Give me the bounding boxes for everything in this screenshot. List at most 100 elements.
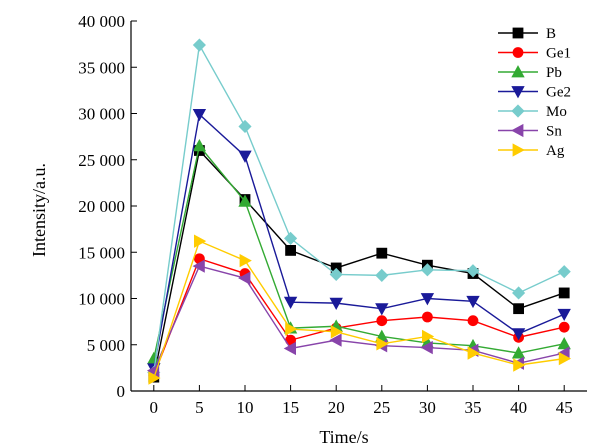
series-line (153, 144, 565, 359)
legend-label: Ge2 (546, 85, 571, 101)
y-tick-label: 20 000 (78, 197, 125, 216)
legend-label: B (546, 26, 556, 42)
legend-marker (511, 86, 525, 99)
data-point (557, 308, 571, 322)
data-point (192, 38, 206, 52)
y-tick-label: 0 (117, 382, 126, 401)
legend: B Ge1 Pb Ge2 Mo Sn Ag (498, 26, 571, 159)
x-tick-label: 20 (328, 398, 345, 417)
data-point (376, 315, 388, 327)
data-point (192, 139, 207, 152)
data-point (513, 358, 526, 372)
ticks: 0 5 000 10 000 15 000 20 000 25 000 30 000 35 0… (78, 12, 572, 417)
data-point (421, 311, 433, 323)
data-point (285, 322, 298, 336)
legend-label: Ag (546, 143, 565, 159)
data-point (238, 119, 252, 134)
legend-item-ge2: Ge2 (498, 85, 571, 101)
data-point (420, 293, 435, 306)
data-point (421, 329, 435, 344)
data-point (376, 337, 389, 351)
data-point (192, 109, 207, 122)
series-mo (147, 38, 571, 380)
series-layer (146, 38, 572, 385)
data-point (330, 325, 344, 339)
legend-item-ge1: Ge1 (498, 46, 571, 62)
legend-item-sn: Sn (498, 124, 562, 140)
legend-marker (511, 65, 525, 78)
data-point (420, 263, 434, 277)
data-point (329, 267, 343, 282)
y-tick-label: 10 000 (78, 290, 125, 309)
data-point (375, 268, 389, 282)
legend-marker (512, 27, 524, 39)
data-point (511, 328, 526, 341)
x-tick-label: 40 (510, 398, 527, 417)
x-tick-label: 15 (282, 398, 299, 417)
y-tick-label: 30 000 (78, 105, 125, 124)
data-point (283, 296, 298, 310)
legend-marker (512, 47, 524, 58)
data-point (467, 315, 479, 327)
legend-marker (512, 143, 525, 157)
legend-label: Ge1 (546, 46, 571, 62)
x-tick-label: 5 (195, 398, 204, 417)
x-tick-label: 10 (237, 398, 254, 417)
y-tick-label: 15 000 (78, 243, 125, 262)
data-point (557, 265, 571, 279)
data-point (283, 341, 297, 356)
data-point (284, 231, 298, 245)
legend-item-b: B (498, 26, 556, 42)
data-point (511, 346, 526, 359)
legend-marker (511, 123, 524, 138)
data-point (238, 271, 251, 285)
data-point (239, 253, 252, 268)
data-point (513, 303, 524, 315)
legend-marker (511, 104, 525, 118)
data-point (376, 247, 388, 259)
data-point (557, 336, 571, 350)
data-point (466, 264, 480, 278)
series-line (153, 257, 565, 376)
data-point (192, 259, 205, 273)
series-line (153, 113, 565, 369)
series-sn (146, 259, 570, 378)
series-pb (147, 139, 571, 365)
x-tick-label: 30 (419, 398, 436, 417)
x-axis-title: Time/s (319, 427, 368, 447)
x-tick-label: 35 (465, 398, 482, 417)
x-tick-label: 0 (150, 398, 159, 417)
data-point (467, 346, 480, 360)
data-point (466, 295, 480, 309)
data-point (512, 286, 526, 300)
series-ge2 (147, 109, 571, 376)
series-line (153, 265, 565, 371)
series-b (148, 145, 570, 383)
data-point (285, 244, 297, 256)
legend-item-ag: Ag (498, 143, 565, 159)
data-point (420, 340, 433, 355)
x-tick-label: 45 (556, 398, 573, 417)
y-axis-title: Intensity/a.u. (29, 163, 49, 257)
data-point (329, 297, 343, 310)
series-line (153, 149, 565, 378)
y-tick-label: 5 000 (87, 336, 125, 355)
y-tick-label: 25 000 (78, 151, 125, 170)
data-point (558, 287, 570, 299)
legend-label: Pb (546, 65, 562, 81)
data-point (146, 363, 160, 378)
legend-item-pb: Pb (498, 65, 562, 81)
data-point (329, 333, 342, 347)
x-tick-label: 25 (373, 398, 390, 417)
y-tick-label: 35 000 (78, 58, 125, 77)
data-point (193, 234, 207, 248)
legend-label: Mo (546, 104, 567, 120)
legend-item-mo: Mo (498, 104, 567, 120)
series-ag (148, 234, 572, 385)
data-point (558, 351, 572, 366)
data-point (558, 321, 570, 333)
legend-label: Sn (546, 124, 562, 140)
series-line (153, 240, 565, 379)
y-tick-label: 40 000 (78, 12, 125, 31)
